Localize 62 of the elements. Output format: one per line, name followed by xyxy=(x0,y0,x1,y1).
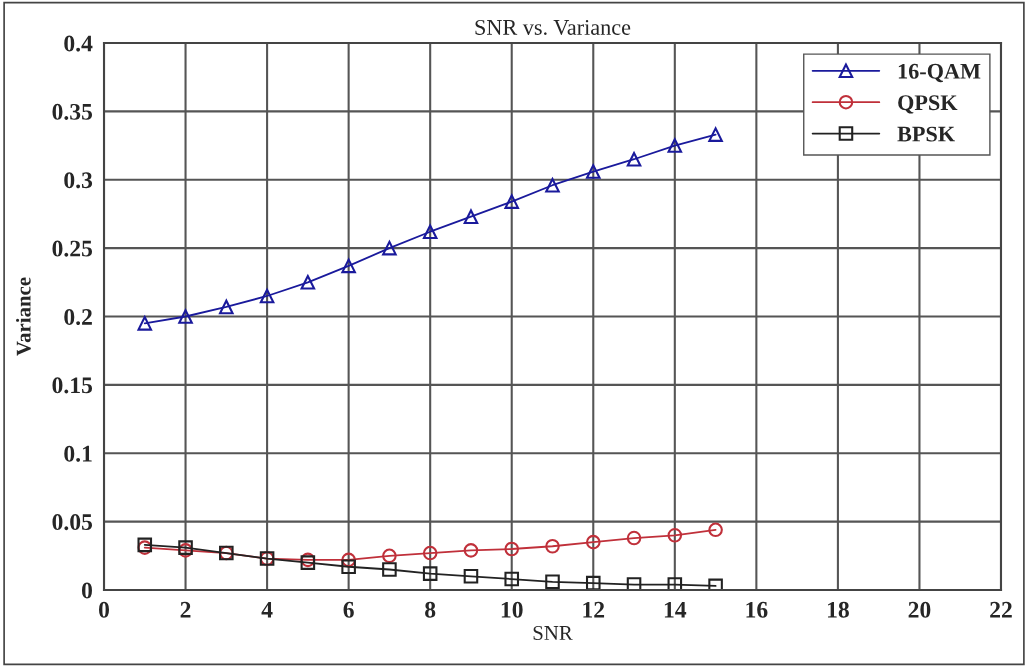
point xyxy=(585,575,601,590)
legend-label: QPSK xyxy=(898,95,958,114)
point xyxy=(382,562,397,577)
y-tick-label: 0.35 xyxy=(52,103,93,120)
point xyxy=(708,522,723,538)
point xyxy=(667,528,683,543)
point xyxy=(626,530,642,546)
point xyxy=(422,224,438,240)
y-axis-title: Variance xyxy=(16,277,31,356)
y-tick-label: 0.2 xyxy=(64,308,92,326)
y-tick-label: 0.1 xyxy=(64,445,92,462)
point xyxy=(341,258,356,274)
point xyxy=(422,566,438,581)
x-tick-label: 6 xyxy=(343,601,354,618)
point xyxy=(545,177,560,193)
legend-label: BPSK xyxy=(897,126,955,142)
y-tick-label: 0.4 xyxy=(64,35,93,52)
point xyxy=(585,534,601,550)
x-tick-label: 8 xyxy=(425,601,436,618)
x-tick-label: 16 xyxy=(746,601,768,618)
point xyxy=(463,209,479,224)
point xyxy=(667,577,683,590)
point xyxy=(300,275,316,290)
point xyxy=(504,541,520,557)
y-tick-label: 0 xyxy=(81,582,92,599)
y-tick-label: 0.05 xyxy=(52,514,93,531)
point xyxy=(422,545,438,561)
x-tick-label: 2 xyxy=(180,601,191,618)
point xyxy=(259,288,275,304)
x-tick-label: 0 xyxy=(99,601,109,618)
y-tick-label: 0.25 xyxy=(52,240,93,257)
x-axis-title: SNR xyxy=(533,625,573,640)
point xyxy=(708,578,723,590)
point xyxy=(463,569,479,584)
x-tick-label: 12 xyxy=(583,601,605,618)
point xyxy=(137,316,153,331)
point xyxy=(178,309,193,324)
chart-title: SNR vs. Variance xyxy=(475,19,631,35)
point xyxy=(626,151,642,167)
x-tick-label: 22 xyxy=(990,601,1012,618)
point xyxy=(626,577,642,590)
legend-label: 16-QAM xyxy=(898,63,981,83)
point xyxy=(463,543,479,558)
point xyxy=(545,574,560,590)
x-tick-label: 4 xyxy=(261,601,273,618)
point xyxy=(504,194,520,209)
point xyxy=(382,548,397,564)
y-tick-label: 0.3 xyxy=(64,172,93,189)
point xyxy=(504,571,520,587)
x-tick-label: 14 xyxy=(664,601,687,618)
point xyxy=(708,127,723,142)
point xyxy=(545,538,560,554)
y-tick-label: 0.15 xyxy=(52,377,93,394)
x-tick-label: 18 xyxy=(828,601,849,618)
point xyxy=(585,164,601,179)
point xyxy=(382,240,397,256)
x-tick-label: 20 xyxy=(908,601,931,618)
point xyxy=(667,138,683,153)
point xyxy=(341,552,356,568)
point xyxy=(341,559,356,575)
x-tick-label: 10 xyxy=(501,601,523,618)
point xyxy=(219,299,234,315)
